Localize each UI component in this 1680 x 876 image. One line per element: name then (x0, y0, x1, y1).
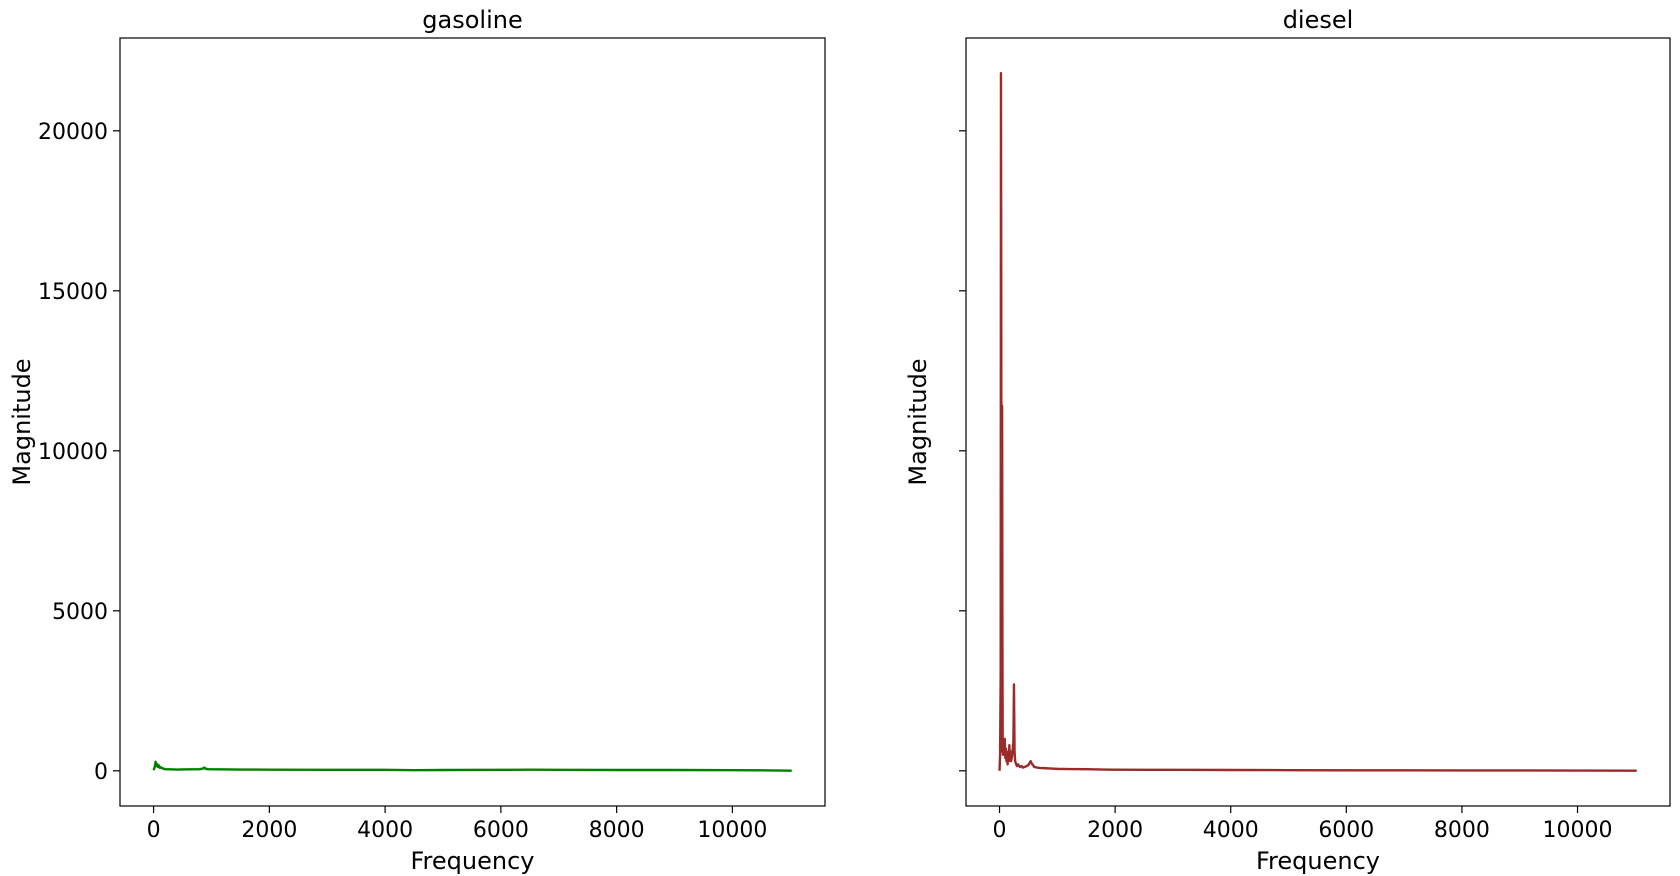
x-tick-label: 10000 (1543, 818, 1613, 843)
panel-gasoline: gasoline 0 2000 4000 6000 8000 10000 0 5000 10000… (8, 6, 826, 875)
series-line-gasoline (152, 760, 792, 772)
x-tick-label: 0 (993, 818, 1007, 843)
x-axis-label: Frequency (411, 847, 535, 875)
x-tick-label: 6000 (1318, 818, 1374, 843)
y-tick-label: 20000 (38, 120, 108, 145)
x-tick-label: 0 (147, 818, 161, 843)
y-tick-label: 10000 (38, 440, 108, 465)
x-tick-label: 4000 (1203, 818, 1259, 843)
panel-diesel: diesel 0 2000 4000 6000 8000 10000 Frequency Mag… (904, 6, 1671, 875)
series-line-diesel (998, 71, 1637, 772)
y-tick-label: 0 (94, 760, 108, 785)
x-tick-label: 6000 (473, 818, 529, 843)
y-axis-label: Magnitude (8, 358, 36, 485)
x-tick-label: 2000 (241, 818, 297, 843)
y-tick-label: 5000 (52, 600, 108, 625)
panel-title: diesel (1283, 6, 1354, 34)
x-tick-label: 10000 (697, 818, 767, 843)
axes-frame (119, 37, 826, 807)
axes-frame (965, 37, 1671, 807)
y-axis-label: Magnitude (904, 358, 932, 485)
x-axis-label: Frequency (1256, 847, 1380, 875)
x-tick-label: 8000 (1434, 818, 1490, 843)
panel-title: gasoline (422, 6, 522, 34)
y-tick-label: 15000 (38, 280, 108, 305)
x-tick-label: 4000 (357, 818, 413, 843)
x-tick-label: 2000 (1087, 818, 1143, 843)
x-tick-label: 8000 (589, 818, 645, 843)
